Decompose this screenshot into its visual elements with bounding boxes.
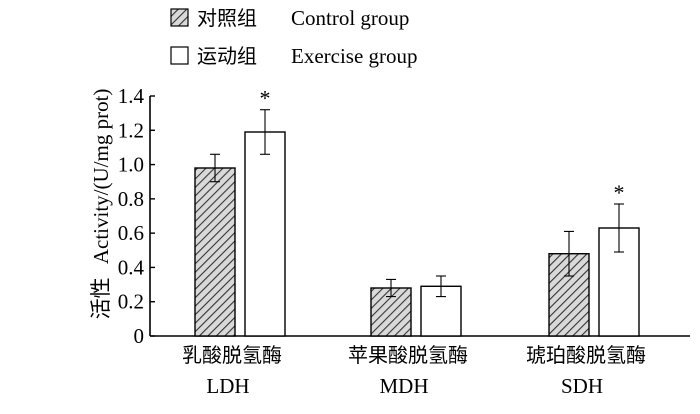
bar-control-mdh — [370, 287, 412, 337]
y-tick-label: 0.4 — [118, 255, 145, 279]
bar-control-ldh — [194, 167, 236, 337]
y-axis-title: 活性 Activity/(U/mg prot) — [89, 89, 113, 320]
bar-exercise-ldh — [244, 131, 286, 337]
x-label-cn: 乳酸脱氢酶 — [182, 343, 282, 367]
significance-marker: * — [260, 86, 271, 111]
bar-control-sdh — [548, 253, 590, 337]
y-tick-label: 0.6 — [118, 221, 144, 245]
y-tick-label: 0.8 — [118, 187, 144, 211]
y-tick-label: 1.0 — [118, 153, 144, 177]
svg-text:活性 Activity/(U/mg prot: 活性 Activity/(U/mg prot) — [89, 89, 113, 320]
legend-label-control-cn: 对照组 — [197, 6, 257, 30]
x-axis-labels: 乳酸脱氢酶 LDH 苹果酸脱氢酶 MDH 琥珀酸脱氢酶 SDH — [182, 343, 646, 398]
y-axis-ticks: 0 0.2 0.4 0.6 0.8 1.0 1.2 1.4 — [118, 84, 155, 348]
legend: 对照组 Control group 运动组 Exercise group — [170, 6, 418, 68]
x-label-cn: 苹果酸脱氢酶 — [348, 343, 468, 367]
y-tick-label: 0.2 — [118, 290, 144, 314]
y-tick-label: 0 — [134, 324, 145, 348]
y-axis-title-cn: 活性 — [89, 277, 113, 319]
x-label-en: SDH — [561, 374, 603, 398]
legend-swatch-exercise — [170, 46, 189, 65]
legend-label-exercise-en: Exercise group — [291, 44, 418, 68]
significance-marker: * — [614, 180, 625, 205]
legend-label-control-en: Control group — [291, 6, 409, 30]
y-axis-title-en: Activity/(U/mg prot) — [89, 89, 113, 265]
legend-label-exercise-cn: 运动组 — [197, 44, 257, 68]
y-tick-label: 1.2 — [118, 118, 144, 142]
x-label-en: LDH — [206, 374, 249, 398]
bars: ** — [194, 86, 640, 337]
y-tick-label: 1.4 — [118, 84, 145, 108]
x-label-en: MDH — [379, 374, 428, 398]
legend-swatch-control — [170, 8, 189, 27]
x-label-cn: 琥珀酸脱氢酶 — [526, 343, 646, 367]
